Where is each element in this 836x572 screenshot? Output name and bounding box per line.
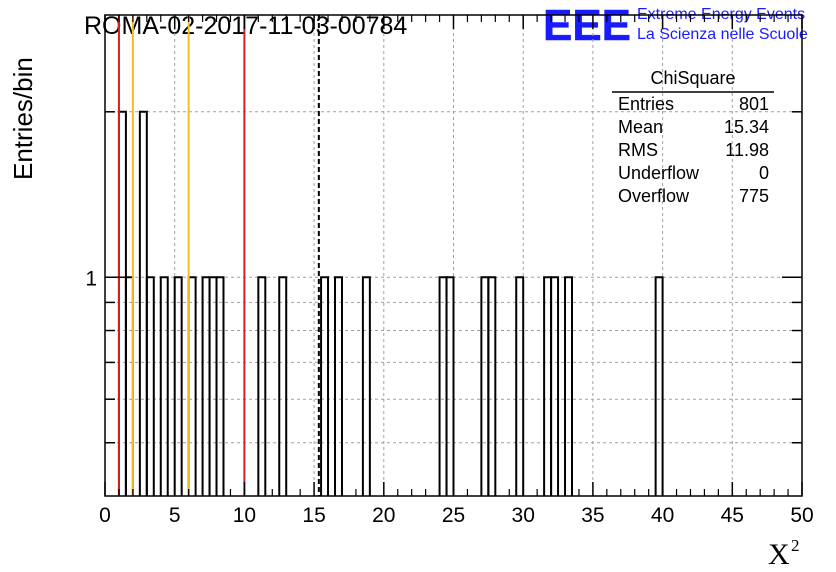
stats-label: Underflow [618, 163, 700, 183]
histogram-bin [117, 110, 127, 496]
x-axis-label-base: X [768, 538, 790, 571]
stats-value: 775 [739, 186, 769, 206]
stats-label: Entries [618, 94, 674, 114]
x-tick-label: 30 [512, 504, 535, 527]
x-tick-label: 15 [302, 504, 325, 527]
x-tick-label: 5 [169, 504, 181, 527]
histogram-bin [173, 276, 183, 496]
stats-box: ChiSquare Entries 801 Mean 15.34 RMS 11.98 Und… [612, 68, 774, 206]
x-tick-label: 10 [233, 504, 256, 527]
reference-lines [117, 15, 320, 496]
x-tick-label: 20 [372, 504, 395, 527]
histogram-bin [278, 276, 288, 496]
histogram-bin [564, 276, 573, 496]
histogram-bin [124, 276, 134, 496]
histogram [117, 110, 664, 496]
stats-value: 11.98 [725, 140, 769, 160]
x-tick-label: 50 [790, 504, 813, 527]
y-axis-label: Entries/bin [8, 57, 38, 180]
stats-value: 801 [739, 94, 769, 114]
histogram-bin [215, 276, 225, 496]
logo-mark: EEE [543, 1, 631, 50]
histogram-bin [201, 276, 211, 496]
chart-title: ROMA-02-2017-11-03-00784 [84, 12, 407, 40]
histogram-bin [145, 276, 155, 496]
stats-label: Mean [618, 117, 663, 137]
x-tick-label: 45 [721, 504, 744, 527]
x-axis-label-superscript: 2 [791, 536, 800, 555]
histogram-bin [487, 276, 497, 496]
stats-value: 0 [759, 163, 769, 183]
histogram-bin [138, 110, 148, 496]
histogram-bin [208, 276, 218, 496]
x-axis-label: X 2 [768, 536, 800, 571]
histogram-bin [159, 276, 169, 496]
histogram-bin [361, 276, 371, 496]
stats-title: ChiSquare [650, 68, 735, 88]
histogram-bin [257, 276, 267, 496]
axes: 0 5 10 15 20 25 30 35 40 45 50 1 [85, 14, 814, 527]
histogram-bin [654, 276, 664, 496]
x-tick-label: 35 [581, 504, 604, 527]
histogram-bin [187, 276, 197, 496]
y-tick-label: 1 [85, 267, 97, 290]
histogram-bin [438, 276, 448, 496]
eee-logo: EEE Extreme Energy Events La Scienza nel… [543, 1, 808, 51]
histogram-bin [543, 276, 553, 496]
x-tick-label: 40 [651, 504, 674, 527]
histogram-bin [320, 276, 330, 496]
x-tick-label: 25 [442, 504, 465, 527]
histogram-bin [480, 276, 490, 496]
histogram-bin [445, 276, 455, 496]
histogram-bin [550, 276, 560, 496]
stats-rows: Entries 801 Mean 15.34 RMS 11.98 Underflow 0 Ove… [618, 94, 769, 206]
histogram-bin [515, 276, 525, 496]
logo-line-2: La Scienza nelle Scuole [637, 26, 808, 43]
stats-value: 15.34 [724, 117, 769, 137]
x-tick-label: 0 [99, 504, 111, 527]
stats-label: Overflow [618, 186, 690, 206]
histogram-bin [334, 276, 343, 496]
stats-label: RMS [618, 140, 658, 160]
